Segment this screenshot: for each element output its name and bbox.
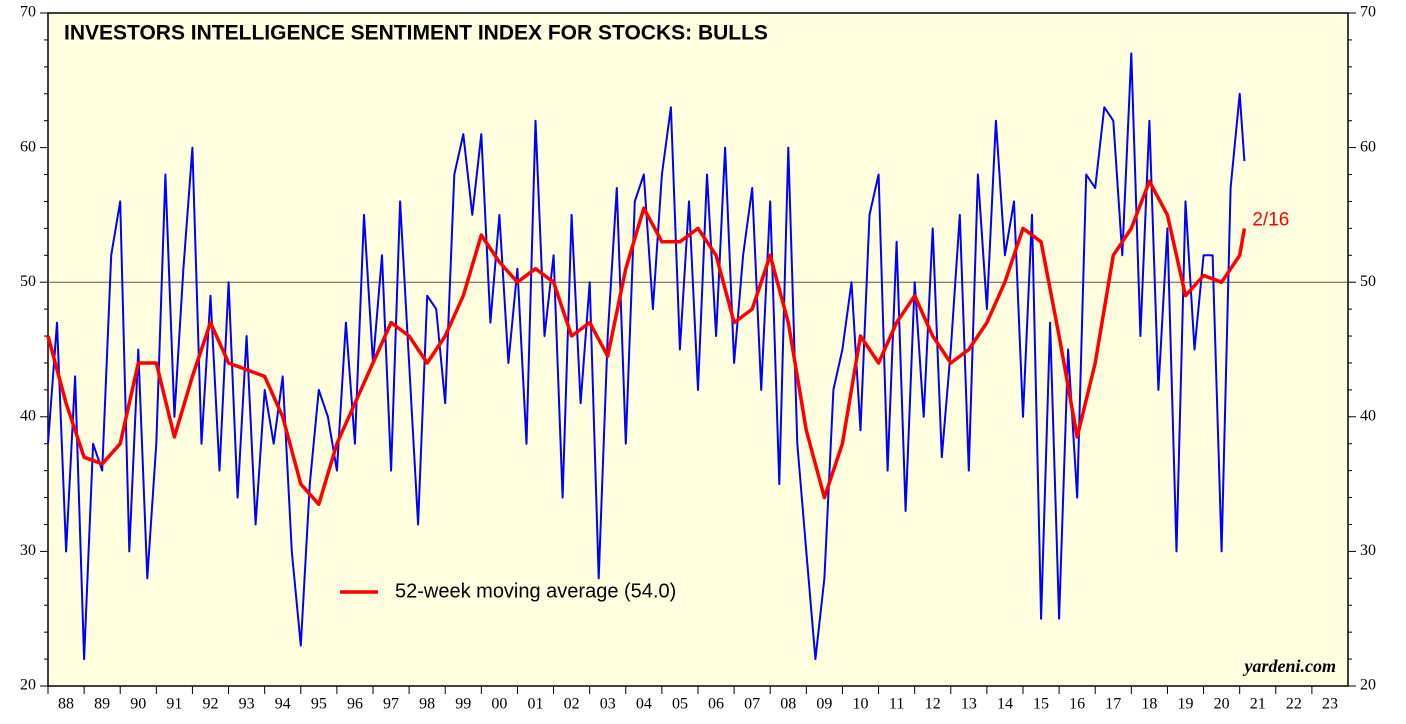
x-tick-label: 96 bbox=[347, 696, 363, 713]
y2-tick-label: 30 bbox=[1360, 542, 1376, 559]
y2-tick-label: 60 bbox=[1360, 138, 1376, 155]
series-line bbox=[46, 179, 1247, 507]
x-tick-label: 99 bbox=[455, 696, 471, 713]
x-tick-label: 16 bbox=[1069, 696, 1085, 713]
series-line bbox=[47, 52, 1246, 661]
x-tick-label: 95 bbox=[311, 696, 327, 713]
x-tick-label: 23 bbox=[1322, 696, 1338, 713]
y2-tick-label: 40 bbox=[1360, 407, 1376, 424]
x-tick-label: 20 bbox=[1214, 696, 1230, 713]
y-tick-label: 50 bbox=[20, 273, 36, 290]
y-tick-label: 30 bbox=[20, 542, 36, 559]
y2-tick-label: 20 bbox=[1360, 677, 1376, 694]
x-tick-label: 09 bbox=[816, 696, 832, 713]
x-tick-label: 22 bbox=[1286, 696, 1302, 713]
x-tick-label: 02 bbox=[564, 696, 580, 713]
x-tick-label: 11 bbox=[889, 696, 904, 713]
x-tick-label: 12 bbox=[925, 696, 941, 713]
x-tick-label: 88 bbox=[58, 696, 74, 713]
y-tick-label: 70 bbox=[20, 4, 36, 21]
x-tick-label: 04 bbox=[636, 696, 652, 713]
y2-tick-label: 70 bbox=[1360, 4, 1376, 21]
x-tick-label: 15 bbox=[1033, 696, 1049, 713]
x-tick-label: 91 bbox=[166, 696, 182, 713]
x-tick-label: 18 bbox=[1141, 696, 1157, 713]
x-tick-label: 10 bbox=[853, 696, 869, 713]
x-tick-label: 06 bbox=[708, 696, 724, 713]
x-tick-label: 13 bbox=[961, 696, 977, 713]
x-tick-label: 08 bbox=[780, 696, 796, 713]
y-tick-label: 20 bbox=[20, 677, 36, 694]
x-tick-label: 19 bbox=[1178, 696, 1194, 713]
x-tick-label: 17 bbox=[1105, 696, 1121, 713]
x-tick-label: 03 bbox=[600, 696, 616, 713]
x-tick-label: 97 bbox=[383, 696, 399, 713]
x-tick-label: 01 bbox=[528, 696, 544, 713]
x-tick-label: 05 bbox=[672, 696, 688, 713]
y-tick-label: 40 bbox=[20, 407, 36, 424]
source: yardeni.com bbox=[1243, 656, 1337, 676]
y2-tick-label: 50 bbox=[1360, 273, 1376, 290]
plot-area bbox=[47, 12, 1349, 687]
x-tick-label: 90 bbox=[130, 696, 146, 713]
x-tick-label: 21 bbox=[1250, 696, 1266, 713]
x-tick-label: 14 bbox=[997, 696, 1013, 713]
y-tick-label: 60 bbox=[20, 138, 36, 155]
x-tick-label: 00 bbox=[491, 696, 507, 713]
x-tick-label: 89 bbox=[94, 696, 110, 713]
x-tick-label: 07 bbox=[744, 696, 760, 713]
x-tick-label: 93 bbox=[239, 696, 255, 713]
x-tick-label: 94 bbox=[275, 696, 291, 713]
end-label: 2/16 bbox=[1252, 209, 1289, 230]
x-tick-label: 92 bbox=[203, 696, 219, 713]
chart-title: INVESTORS INTELLIGENCE SENTIMENT INDEX F… bbox=[64, 22, 768, 45]
legend-label: 52-week moving average (54.0) bbox=[395, 580, 676, 602]
x-tick-label: 98 bbox=[419, 696, 435, 713]
